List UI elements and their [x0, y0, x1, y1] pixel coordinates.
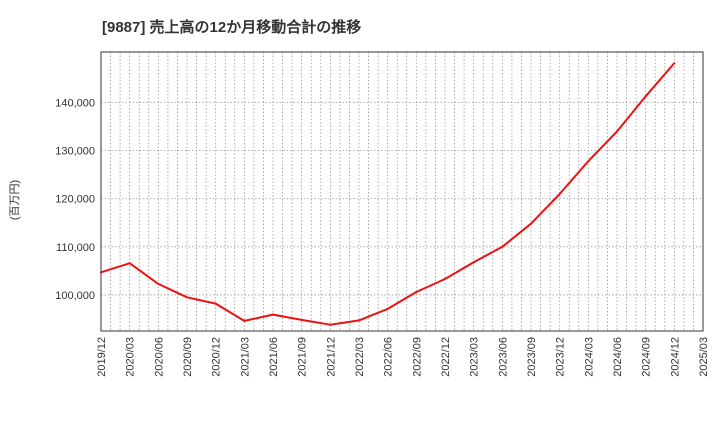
x-tick-label: 2024/03: [583, 337, 595, 377]
y-tick-label: 130,000: [55, 146, 95, 158]
x-tick-label: 2024/12: [669, 337, 681, 377]
x-tick-label: 2023/03: [469, 337, 481, 377]
x-tick-label: 2022/09: [411, 337, 423, 377]
x-tick-label: 2023/06: [497, 337, 509, 377]
data-point: [587, 160, 590, 163]
data-point: [558, 192, 561, 195]
data-point: [644, 95, 647, 98]
data-point: [386, 307, 389, 310]
x-tick-label: 2020/09: [182, 337, 194, 377]
chart-title: [9887] 売上高の12か月移動合計の推移: [102, 18, 361, 36]
data-point: [214, 302, 217, 305]
x-tick-label: 2023/09: [526, 337, 538, 377]
grid: [101, 52, 703, 331]
y-tick-label: 100,000: [55, 290, 95, 302]
data-point: [673, 62, 676, 65]
y-axis-label: (百万円): [9, 180, 21, 220]
data-point: [243, 319, 246, 322]
data-point: [272, 313, 274, 316]
x-tick-label: 2020/12: [211, 337, 223, 377]
x-tick-label: 2022/03: [354, 337, 366, 377]
x-tick-label: 2021/03: [239, 337, 251, 377]
data-point: [472, 261, 475, 264]
data-point: [128, 262, 131, 265]
data-point: [157, 282, 160, 285]
x-tick-label: 2021/09: [297, 337, 309, 377]
x-axis: 2019/12 2020/03 2020/06 2020/09 2020/12 2021/…: [96, 337, 710, 377]
y-tick-label: 140,000: [55, 98, 95, 110]
x-tick-label: 2024/06: [612, 337, 624, 377]
data-point: [329, 323, 332, 326]
y-axis: 100,000 110,000 120,000 130,000 140,000: [55, 98, 95, 302]
x-tick-label: 2022/06: [383, 337, 395, 377]
data-point: [530, 222, 532, 225]
data-point: [616, 130, 618, 133]
data-point: [415, 291, 418, 294]
x-tick-label: 2020/03: [125, 337, 137, 377]
data-point: [358, 319, 360, 322]
y-tick-label: 110,000: [56, 242, 95, 254]
x-tick-label: 2021/06: [268, 337, 280, 377]
data-point: [444, 278, 446, 281]
data-point: [300, 318, 303, 321]
x-tick-label: 2024/09: [641, 337, 653, 377]
x-tick-label: 2019/12: [96, 337, 108, 377]
data-point: [501, 245, 504, 248]
data-point: [186, 296, 188, 299]
x-tick-label: 2021/12: [325, 337, 337, 377]
y-tick-label: 120,000: [55, 194, 95, 206]
x-tick-label: 2023/12: [555, 337, 567, 377]
x-tick-label: 2025/03: [698, 337, 710, 377]
x-tick-label: 2020/06: [153, 337, 165, 377]
plot-frame: [100, 51, 704, 332]
x-tick-label: 2022/12: [440, 337, 452, 377]
